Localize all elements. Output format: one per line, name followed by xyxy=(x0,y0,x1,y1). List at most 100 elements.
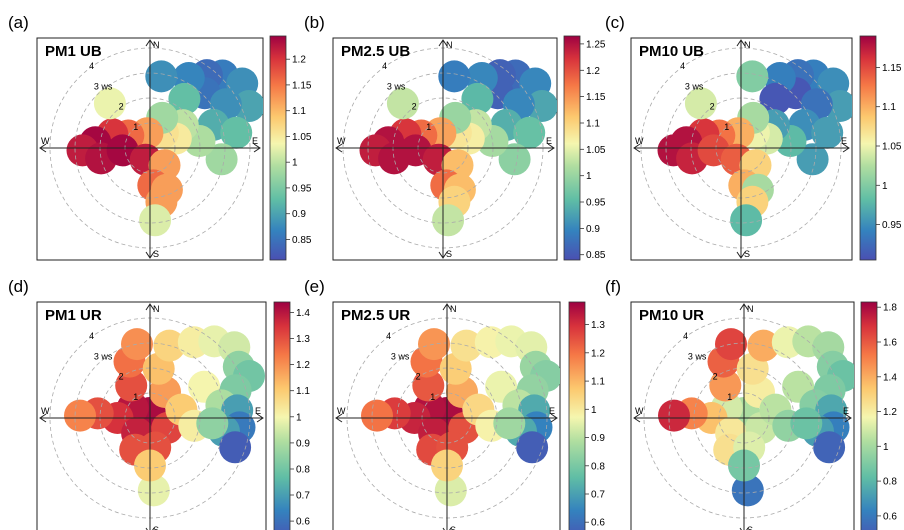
arrow-n xyxy=(739,303,749,311)
colorbar-tick-label: 1.1 xyxy=(882,102,896,113)
colorbar-tick-label: 0.95 xyxy=(882,220,902,231)
ring-label: 3 ws xyxy=(94,81,113,91)
colorbar-tick-label: 0.9 xyxy=(586,224,600,235)
compass-e: E xyxy=(843,406,849,416)
surface-cell xyxy=(205,143,238,176)
colorbar xyxy=(273,301,291,530)
ring-label: 3 ws xyxy=(391,351,410,361)
arrow-s xyxy=(145,251,155,259)
compass-n: N xyxy=(446,40,453,50)
arrow-e xyxy=(842,143,850,153)
compass-s: S xyxy=(744,249,750,259)
arrow-w xyxy=(335,413,343,423)
panel-label: (f) xyxy=(605,277,621,296)
surface-cell xyxy=(220,116,253,149)
surface-cell xyxy=(790,407,823,440)
ring-label: 4 xyxy=(683,331,688,341)
colorbar xyxy=(568,301,586,530)
surface-cell xyxy=(684,87,717,120)
arrow-w xyxy=(39,413,47,423)
compass-w: W xyxy=(41,406,50,416)
panel-title: PM1 UR xyxy=(45,307,102,324)
concentration-surface xyxy=(361,325,560,507)
colorbar-tick-label: 1.25 xyxy=(586,39,606,50)
colorbar-tick-label: 0.9 xyxy=(591,433,605,444)
arrow-e xyxy=(550,413,558,423)
compass-n: N xyxy=(744,40,751,50)
colorbar-tick-label: 1.2 xyxy=(296,360,310,371)
ring-label: 3 ws xyxy=(94,351,113,361)
arrow-s xyxy=(736,251,746,259)
colorbar-tick-label: 1 xyxy=(296,412,302,423)
colorbar-tick-label: 0.95 xyxy=(292,183,312,194)
arrow-e xyxy=(547,143,555,153)
colorbar-tick-label: 1.3 xyxy=(296,334,310,345)
compass-n: N xyxy=(747,304,754,314)
panel-label: (d) xyxy=(8,277,29,296)
surface-cell xyxy=(759,82,792,115)
colorbar-tick-label: 1.4 xyxy=(883,372,897,383)
ring-label: 1 xyxy=(133,122,138,132)
ring-label: 4 xyxy=(89,61,94,71)
ring-label: 2 xyxy=(119,372,124,382)
arrow-n xyxy=(736,39,746,47)
colorbar-tick-label: 1.1 xyxy=(296,386,310,397)
colorbar-tick-label: 0.9 xyxy=(296,438,310,449)
colorbar-tick-label: 1.1 xyxy=(292,106,306,117)
ring-label: 2 xyxy=(416,372,421,382)
concentration-surface xyxy=(359,59,557,237)
colorbar-tick-label: 1.2 xyxy=(586,66,600,77)
surface-cell xyxy=(736,60,769,93)
ring-label: 1 xyxy=(727,392,732,402)
colorbar-tick-label: 0.8 xyxy=(296,465,310,476)
ring-label: 2 xyxy=(412,102,417,112)
compass-s: S xyxy=(153,525,159,530)
compass-s: S xyxy=(450,525,456,530)
concentration-surface xyxy=(657,59,852,237)
ring-label: 2 xyxy=(119,102,124,112)
compass-w: W xyxy=(635,406,644,416)
surface-cell xyxy=(196,407,229,440)
colorbar-tick-label: 1.2 xyxy=(591,348,605,359)
surface-cell xyxy=(93,87,126,120)
surface-cell xyxy=(516,431,549,464)
colorbar-tick-label: 1.6 xyxy=(883,338,897,349)
surface-cell xyxy=(64,399,96,432)
arrow-e xyxy=(844,413,852,423)
surface-cell xyxy=(513,116,546,149)
arrow-n xyxy=(145,39,155,47)
surface-cell xyxy=(137,474,170,507)
surface-cell xyxy=(219,431,252,464)
colorbar-tick-label: 0.95 xyxy=(586,198,606,209)
ring-label: 4 xyxy=(680,61,685,71)
colorbar-tick-label: 1.05 xyxy=(586,145,606,156)
compass-e: E xyxy=(255,406,261,416)
arrow-w xyxy=(633,413,641,423)
surface-cell xyxy=(115,369,148,402)
compass-s: S xyxy=(747,525,753,530)
compass-w: W xyxy=(635,136,644,146)
colorbar xyxy=(860,301,878,530)
surface-cell xyxy=(432,204,465,237)
ring-label: 3 ws xyxy=(688,351,707,361)
surface-cell xyxy=(386,87,419,120)
panel-label: (e) xyxy=(304,277,325,296)
colorbar-tick-label: 1.3 xyxy=(591,320,605,331)
panel-title: PM10 UB xyxy=(639,43,704,60)
surface-cell xyxy=(438,60,471,93)
colorbar-tick-label: 0.9 xyxy=(292,209,306,220)
surface-cell xyxy=(168,82,201,115)
ring-label: 4 xyxy=(89,331,94,341)
arrow-e xyxy=(253,143,261,153)
colorbar-tick-label: 1 xyxy=(882,181,888,192)
arrow-w xyxy=(633,143,641,153)
colorbar-tick-label: 1.8 xyxy=(883,303,897,314)
ring-label: 1 xyxy=(426,122,431,132)
colorbar-tick-label: 0.7 xyxy=(296,491,310,502)
colorbar-tick-label: 1.05 xyxy=(882,142,902,153)
surface-cell xyxy=(709,369,742,402)
colorbar-tick-label: 1 xyxy=(292,158,298,169)
surface-cell xyxy=(526,90,557,122)
